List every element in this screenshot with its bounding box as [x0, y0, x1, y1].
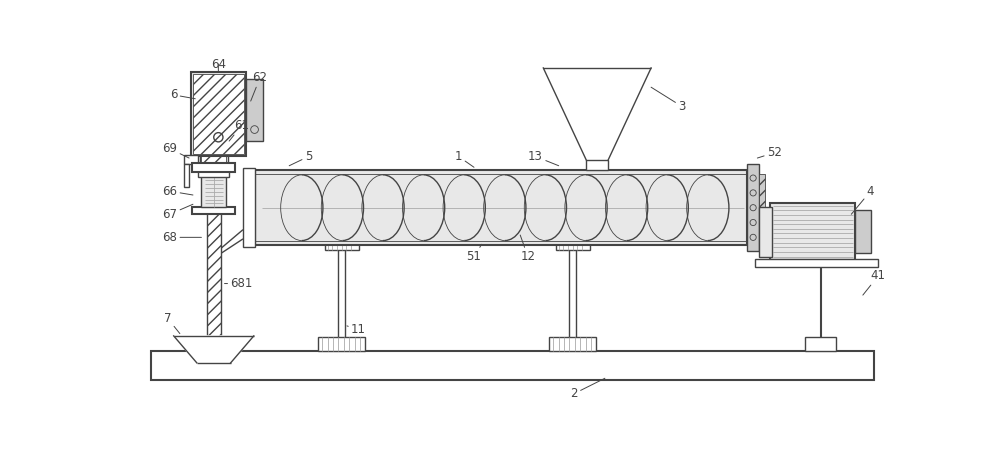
Bar — [747, 164, 759, 251]
Bar — [184, 164, 189, 188]
Bar — [151, 351, 874, 380]
Text: 67: 67 — [162, 204, 193, 221]
Bar — [318, 337, 365, 351]
Text: 7: 7 — [164, 312, 180, 334]
Text: 4: 4 — [851, 185, 874, 214]
Bar — [255, 170, 747, 245]
Text: 51: 51 — [467, 244, 482, 263]
Bar — [192, 206, 235, 214]
Bar — [193, 74, 244, 154]
Bar — [770, 203, 855, 260]
Bar — [586, 160, 608, 170]
Bar — [184, 155, 198, 164]
Bar — [759, 206, 772, 257]
Text: 6: 6 — [170, 88, 195, 102]
Text: 52: 52 — [757, 146, 782, 159]
Text: 13: 13 — [528, 150, 559, 166]
Bar — [855, 211, 871, 253]
Text: 62: 62 — [251, 71, 267, 101]
Polygon shape — [543, 68, 651, 160]
Bar — [246, 79, 263, 141]
Bar — [200, 118, 228, 171]
Bar — [759, 174, 765, 241]
Bar — [556, 241, 590, 251]
Polygon shape — [174, 336, 254, 363]
Text: 69: 69 — [162, 142, 189, 158]
Bar — [198, 171, 229, 177]
Bar — [201, 119, 226, 170]
Bar — [325, 241, 358, 251]
Text: 681: 681 — [225, 277, 253, 290]
Text: 41: 41 — [863, 269, 886, 295]
Bar — [191, 72, 246, 157]
Bar — [243, 168, 255, 247]
Text: 11: 11 — [347, 323, 366, 336]
Text: 2: 2 — [570, 378, 605, 400]
Bar — [549, 337, 596, 351]
Text: 64: 64 — [211, 58, 226, 72]
Text: 3: 3 — [651, 87, 686, 113]
Bar — [192, 163, 235, 172]
Text: 66: 66 — [162, 185, 193, 198]
Bar — [201, 176, 226, 206]
Bar — [207, 168, 221, 337]
Text: 61: 61 — [229, 119, 249, 141]
Text: 12: 12 — [520, 235, 535, 263]
Text: 68: 68 — [162, 231, 201, 244]
Bar — [805, 337, 836, 351]
Text: 1: 1 — [455, 150, 474, 167]
Text: 5: 5 — [289, 150, 312, 166]
Bar — [755, 259, 878, 266]
